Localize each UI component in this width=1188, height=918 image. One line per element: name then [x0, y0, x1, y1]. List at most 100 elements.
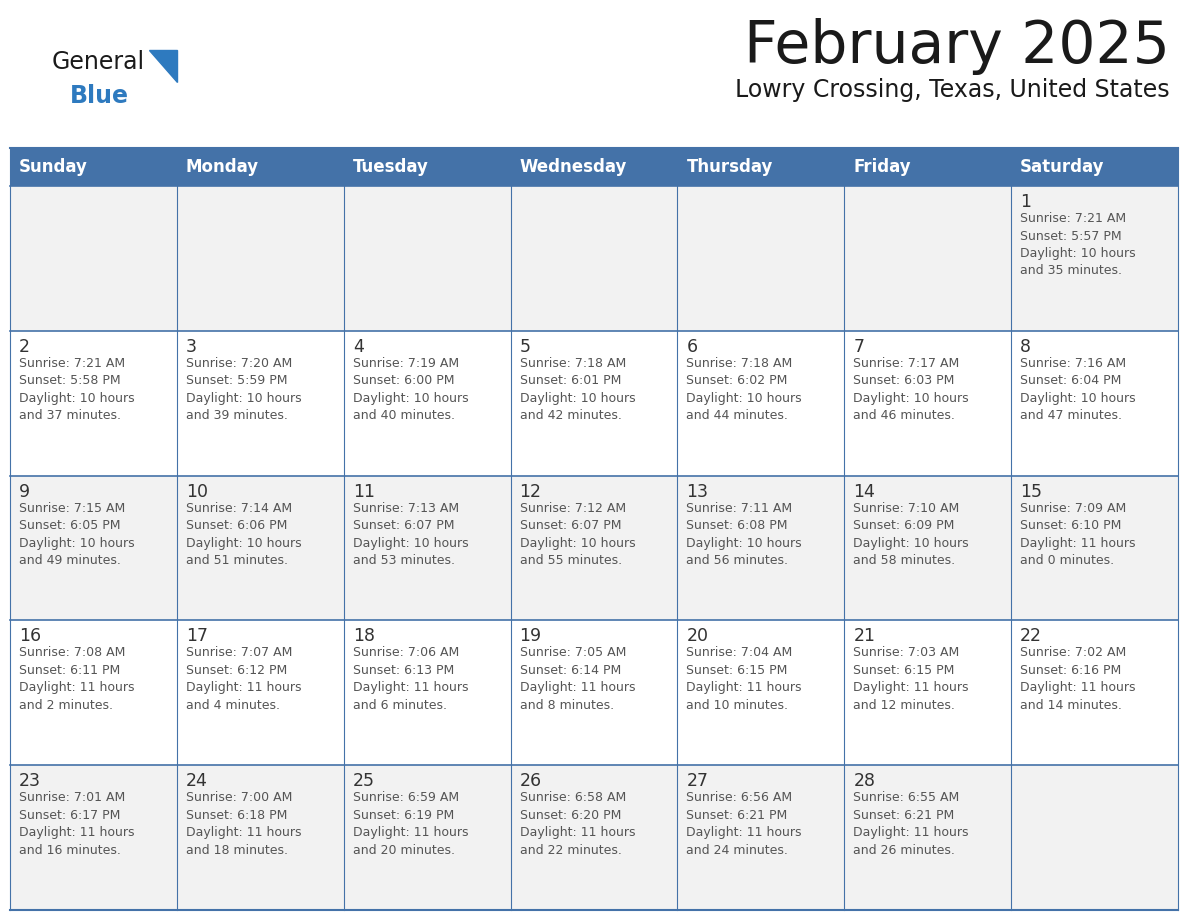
Text: Sunrise: 7:14 AM
Sunset: 6:06 PM
Daylight: 10 hours
and 51 minutes.: Sunrise: 7:14 AM Sunset: 6:06 PM Dayligh…	[185, 501, 302, 567]
Bar	[511, 766, 677, 910]
Text: 4: 4	[353, 338, 364, 356]
Bar	[845, 621, 1011, 766]
Bar	[177, 148, 343, 186]
Text: Sunrise: 7:13 AM
Sunset: 6:07 PM
Daylight: 10 hours
and 53 minutes.: Sunrise: 7:13 AM Sunset: 6:07 PM Dayligh…	[353, 501, 468, 567]
Bar	[511, 330, 677, 476]
Bar	[10, 186, 177, 330]
Text: Sunrise: 6:56 AM
Sunset: 6:21 PM
Daylight: 11 hours
and 24 minutes.: Sunrise: 6:56 AM Sunset: 6:21 PM Dayligh…	[687, 791, 802, 856]
Bar	[10, 476, 177, 621]
Bar	[677, 766, 845, 910]
Bar	[845, 186, 1011, 330]
Text: Sunrise: 6:55 AM
Sunset: 6:21 PM
Daylight: 11 hours
and 26 minutes.: Sunrise: 6:55 AM Sunset: 6:21 PM Dayligh…	[853, 791, 968, 856]
Text: 25: 25	[353, 772, 374, 790]
Bar	[177, 621, 343, 766]
Bar	[511, 148, 677, 186]
Text: 3: 3	[185, 338, 197, 356]
Text: 22: 22	[1020, 627, 1042, 645]
Text: Sunrise: 7:21 AM
Sunset: 5:58 PM
Daylight: 10 hours
and 37 minutes.: Sunrise: 7:21 AM Sunset: 5:58 PM Dayligh…	[19, 357, 134, 422]
Text: 9: 9	[19, 483, 30, 500]
Text: Thursday: Thursday	[687, 158, 773, 176]
Text: 19: 19	[519, 627, 542, 645]
Text: 5: 5	[519, 338, 531, 356]
Text: Sunrise: 7:10 AM
Sunset: 6:09 PM
Daylight: 10 hours
and 58 minutes.: Sunrise: 7:10 AM Sunset: 6:09 PM Dayligh…	[853, 501, 969, 567]
Text: Sunrise: 7:12 AM
Sunset: 6:07 PM
Daylight: 10 hours
and 55 minutes.: Sunrise: 7:12 AM Sunset: 6:07 PM Dayligh…	[519, 501, 636, 567]
Text: Sunrise: 7:21 AM
Sunset: 5:57 PM
Daylight: 10 hours
and 35 minutes.: Sunrise: 7:21 AM Sunset: 5:57 PM Dayligh…	[1020, 212, 1136, 277]
Bar	[177, 186, 343, 330]
Bar	[10, 766, 177, 910]
Text: Saturday: Saturday	[1020, 158, 1105, 176]
Text: Sunrise: 7:02 AM
Sunset: 6:16 PM
Daylight: 11 hours
and 14 minutes.: Sunrise: 7:02 AM Sunset: 6:16 PM Dayligh…	[1020, 646, 1136, 711]
Text: 24: 24	[185, 772, 208, 790]
Text: 27: 27	[687, 772, 708, 790]
Bar	[343, 186, 511, 330]
Text: 7: 7	[853, 338, 865, 356]
Text: 28: 28	[853, 772, 876, 790]
Bar	[511, 621, 677, 766]
Text: 18: 18	[353, 627, 374, 645]
Bar	[677, 186, 845, 330]
Text: Sunrise: 7:03 AM
Sunset: 6:15 PM
Daylight: 11 hours
and 12 minutes.: Sunrise: 7:03 AM Sunset: 6:15 PM Dayligh…	[853, 646, 968, 711]
Bar	[10, 621, 177, 766]
Bar	[177, 476, 343, 621]
Text: Sunrise: 7:04 AM
Sunset: 6:15 PM
Daylight: 11 hours
and 10 minutes.: Sunrise: 7:04 AM Sunset: 6:15 PM Dayligh…	[687, 646, 802, 711]
Bar	[1011, 186, 1178, 330]
Text: 16: 16	[19, 627, 42, 645]
Text: Sunrise: 7:07 AM
Sunset: 6:12 PM
Daylight: 11 hours
and 4 minutes.: Sunrise: 7:07 AM Sunset: 6:12 PM Dayligh…	[185, 646, 302, 711]
Bar	[10, 148, 177, 186]
Text: 14: 14	[853, 483, 876, 500]
Text: February 2025: February 2025	[744, 18, 1170, 75]
Bar	[511, 476, 677, 621]
Bar	[1011, 621, 1178, 766]
Text: Sunrise: 7:05 AM
Sunset: 6:14 PM
Daylight: 11 hours
and 8 minutes.: Sunrise: 7:05 AM Sunset: 6:14 PM Dayligh…	[519, 646, 636, 711]
Text: Sunrise: 7:15 AM
Sunset: 6:05 PM
Daylight: 10 hours
and 49 minutes.: Sunrise: 7:15 AM Sunset: 6:05 PM Dayligh…	[19, 501, 134, 567]
Text: Tuesday: Tuesday	[353, 158, 429, 176]
Bar	[511, 186, 677, 330]
Text: Sunrise: 7:20 AM
Sunset: 5:59 PM
Daylight: 10 hours
and 39 minutes.: Sunrise: 7:20 AM Sunset: 5:59 PM Dayligh…	[185, 357, 302, 422]
Bar	[1011, 766, 1178, 910]
Text: 17: 17	[185, 627, 208, 645]
Bar	[845, 476, 1011, 621]
Bar	[177, 330, 343, 476]
Text: Sunrise: 7:11 AM
Sunset: 6:08 PM
Daylight: 10 hours
and 56 minutes.: Sunrise: 7:11 AM Sunset: 6:08 PM Dayligh…	[687, 501, 802, 567]
Bar	[677, 148, 845, 186]
Bar	[177, 766, 343, 910]
Bar	[343, 476, 511, 621]
Text: Sunrise: 7:19 AM
Sunset: 6:00 PM
Daylight: 10 hours
and 40 minutes.: Sunrise: 7:19 AM Sunset: 6:00 PM Dayligh…	[353, 357, 468, 422]
Text: 12: 12	[519, 483, 542, 500]
Text: Blue: Blue	[70, 84, 129, 108]
Bar	[343, 766, 511, 910]
Text: Sunrise: 7:17 AM
Sunset: 6:03 PM
Daylight: 10 hours
and 46 minutes.: Sunrise: 7:17 AM Sunset: 6:03 PM Dayligh…	[853, 357, 969, 422]
Text: Sunrise: 7:18 AM
Sunset: 6:02 PM
Daylight: 10 hours
and 44 minutes.: Sunrise: 7:18 AM Sunset: 6:02 PM Dayligh…	[687, 357, 802, 422]
Text: Sunrise: 7:00 AM
Sunset: 6:18 PM
Daylight: 11 hours
and 18 minutes.: Sunrise: 7:00 AM Sunset: 6:18 PM Dayligh…	[185, 791, 302, 856]
Text: 2: 2	[19, 338, 30, 356]
Text: Sunrise: 6:58 AM
Sunset: 6:20 PM
Daylight: 11 hours
and 22 minutes.: Sunrise: 6:58 AM Sunset: 6:20 PM Dayligh…	[519, 791, 636, 856]
Text: 10: 10	[185, 483, 208, 500]
Text: Sunrise: 7:06 AM
Sunset: 6:13 PM
Daylight: 11 hours
and 6 minutes.: Sunrise: 7:06 AM Sunset: 6:13 PM Dayligh…	[353, 646, 468, 711]
Text: Monday: Monday	[185, 158, 259, 176]
Text: Sunrise: 7:01 AM
Sunset: 6:17 PM
Daylight: 11 hours
and 16 minutes.: Sunrise: 7:01 AM Sunset: 6:17 PM Dayligh…	[19, 791, 134, 856]
Text: Lowry Crossing, Texas, United States: Lowry Crossing, Texas, United States	[735, 78, 1170, 102]
Text: 20: 20	[687, 627, 708, 645]
Text: 26: 26	[519, 772, 542, 790]
Text: 13: 13	[687, 483, 708, 500]
Text: Sunrise: 7:09 AM
Sunset: 6:10 PM
Daylight: 11 hours
and 0 minutes.: Sunrise: 7:09 AM Sunset: 6:10 PM Dayligh…	[1020, 501, 1136, 567]
Text: 11: 11	[353, 483, 374, 500]
Text: General: General	[52, 50, 145, 74]
Text: Wednesday: Wednesday	[519, 158, 627, 176]
Bar	[10, 330, 177, 476]
Bar	[1011, 330, 1178, 476]
Text: 8: 8	[1020, 338, 1031, 356]
Bar	[343, 621, 511, 766]
Text: 6: 6	[687, 338, 697, 356]
Polygon shape	[148, 50, 177, 82]
Text: Friday: Friday	[853, 158, 911, 176]
Text: Sunrise: 7:18 AM
Sunset: 6:01 PM
Daylight: 10 hours
and 42 minutes.: Sunrise: 7:18 AM Sunset: 6:01 PM Dayligh…	[519, 357, 636, 422]
Text: Sunrise: 7:16 AM
Sunset: 6:04 PM
Daylight: 10 hours
and 47 minutes.: Sunrise: 7:16 AM Sunset: 6:04 PM Dayligh…	[1020, 357, 1136, 422]
Bar	[845, 330, 1011, 476]
Text: 23: 23	[19, 772, 42, 790]
Bar	[677, 476, 845, 621]
Text: Sunday: Sunday	[19, 158, 88, 176]
Text: 21: 21	[853, 627, 876, 645]
Bar	[677, 330, 845, 476]
Bar	[1011, 148, 1178, 186]
